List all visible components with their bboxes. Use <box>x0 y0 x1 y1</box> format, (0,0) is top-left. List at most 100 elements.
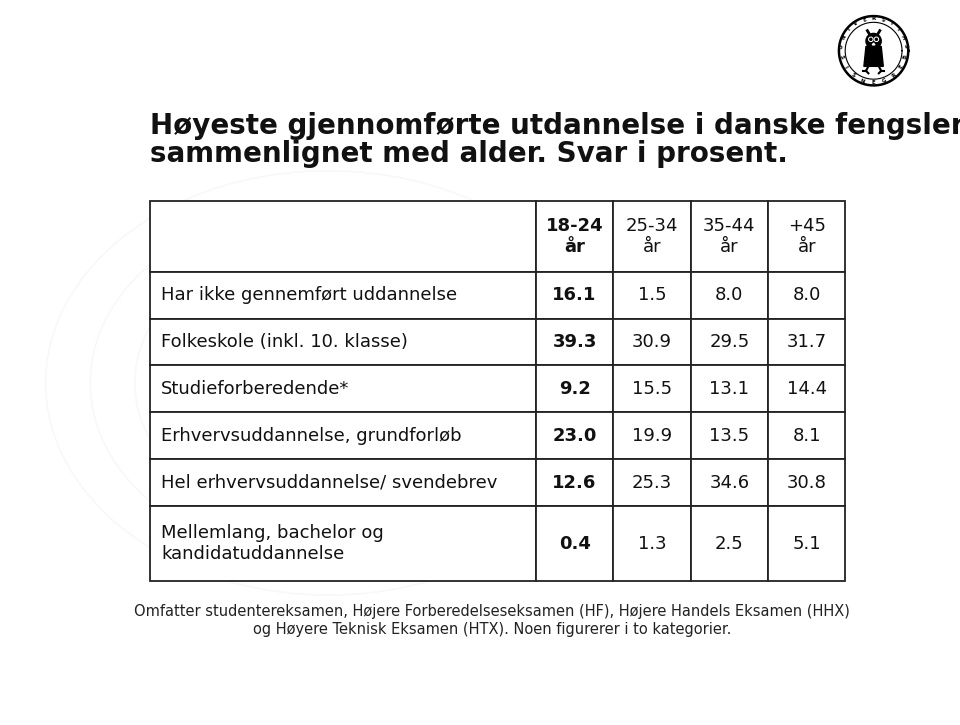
Text: 30.9: 30.9 <box>632 333 672 351</box>
Text: 16.1: 16.1 <box>552 286 597 304</box>
Text: Erhvervsuddannelse, grundforløb: Erhvervsuddannelse, grundforløb <box>161 427 462 444</box>
Bar <box>613 506 690 581</box>
Text: 19.9: 19.9 <box>632 427 672 444</box>
Text: B: B <box>902 54 908 59</box>
Text: 30.8: 30.8 <box>787 473 827 492</box>
Text: 25-34
år: 25-34 år <box>626 218 678 256</box>
Text: R: R <box>891 72 898 79</box>
Text: sammenlignet med alder. Svar i prosent.: sammenlignet med alder. Svar i prosent. <box>150 140 787 168</box>
Bar <box>768 459 846 506</box>
Text: 8.0: 8.0 <box>793 286 821 304</box>
Text: A: A <box>900 34 906 41</box>
Text: Mellemlang, bachelor og
kandidatuddannelse: Mellemlang, bachelor og kandidatuddannel… <box>161 524 384 563</box>
Bar <box>768 413 846 459</box>
Bar <box>150 506 536 581</box>
Text: 13.5: 13.5 <box>709 427 750 444</box>
Text: G: G <box>881 78 888 84</box>
Text: 5.1: 5.1 <box>792 534 821 552</box>
Text: 34.6: 34.6 <box>709 473 750 492</box>
Text: E: E <box>899 64 904 70</box>
Text: I: I <box>889 21 893 26</box>
Text: N: N <box>841 34 848 41</box>
Text: 14.4: 14.4 <box>786 380 827 398</box>
Text: Høyeste gjennomførte utdannelse i danske fengsler: Høyeste gjennomførte utdannelse i danske… <box>150 112 960 140</box>
Text: T: T <box>895 27 901 33</box>
Bar <box>536 413 613 459</box>
Bar <box>768 365 846 413</box>
Text: 18-24
år: 18-24 år <box>546 218 604 256</box>
Bar <box>690 506 768 581</box>
Text: 8.1: 8.1 <box>792 427 821 444</box>
Text: S: S <box>850 72 856 78</box>
Circle shape <box>870 38 872 41</box>
Text: R: R <box>872 16 876 21</box>
Bar <box>536 202 613 272</box>
Bar <box>768 202 846 272</box>
Text: Omfatter studentereksamen, Højere Forberedelseseksamen (HF), Højere Handels Eksa: Omfatter studentereksamen, Højere Forber… <box>134 605 850 619</box>
Text: I: I <box>843 65 849 69</box>
Bar <box>536 506 613 581</box>
Text: 23.0: 23.0 <box>552 427 597 444</box>
Bar <box>613 202 690 272</box>
Bar <box>536 365 613 413</box>
Text: 13.1: 13.1 <box>709 380 750 398</box>
Bar <box>768 318 846 365</box>
Bar <box>150 459 536 506</box>
Bar <box>536 272 613 318</box>
Bar <box>690 272 768 318</box>
Bar <box>690 202 768 272</box>
Text: Studieforberedende*: Studieforberedende* <box>161 380 349 398</box>
Bar <box>150 365 536 413</box>
Polygon shape <box>873 43 875 45</box>
Bar <box>690 413 768 459</box>
Bar <box>613 272 690 318</box>
Text: N: N <box>859 78 866 84</box>
Text: og Høyere Teknisk Eksamen (HTX). Noen figurerer i to kategorier.: og Høyere Teknisk Eksamen (HTX). Noen fi… <box>252 622 732 637</box>
Circle shape <box>866 33 881 49</box>
Bar <box>690 318 768 365</box>
Bar <box>150 272 536 318</box>
Text: S: S <box>880 17 885 22</box>
Text: 31.7: 31.7 <box>786 333 827 351</box>
Bar <box>768 506 846 581</box>
Text: V: V <box>853 20 859 27</box>
Text: S: S <box>839 54 845 59</box>
Text: 1.3: 1.3 <box>637 534 666 552</box>
Bar <box>150 413 536 459</box>
Text: 12.6: 12.6 <box>552 473 597 492</box>
Text: Folkeskole (inkl. 10. klasse): Folkeskole (inkl. 10. klasse) <box>161 333 408 351</box>
Bar <box>690 365 768 413</box>
Text: 2.5: 2.5 <box>715 534 744 552</box>
Text: 0.4: 0.4 <box>559 534 590 552</box>
Bar <box>150 202 536 272</box>
Text: 9.2: 9.2 <box>559 380 590 398</box>
Text: U: U <box>839 44 845 49</box>
Text: Hel erhvervsuddannelse/ svendebrev: Hel erhvervsuddannelse/ svendebrev <box>161 473 497 492</box>
Text: 35-44
år: 35-44 år <box>703 218 756 256</box>
Bar <box>768 272 846 318</box>
Text: S: S <box>902 44 908 49</box>
Bar <box>536 459 613 506</box>
Bar <box>613 365 690 413</box>
Text: E: E <box>872 80 876 86</box>
Text: 15.5: 15.5 <box>632 380 672 398</box>
Polygon shape <box>864 46 883 67</box>
Bar <box>613 413 690 459</box>
Bar <box>150 318 536 365</box>
Text: 29.5: 29.5 <box>709 333 750 351</box>
Text: 39.3: 39.3 <box>552 333 597 351</box>
Text: 25.3: 25.3 <box>632 473 672 492</box>
Text: 8.0: 8.0 <box>715 286 744 304</box>
Text: 1.5: 1.5 <box>637 286 666 304</box>
Bar <box>536 318 613 365</box>
Text: I: I <box>847 28 852 32</box>
Text: E: E <box>862 17 867 22</box>
Bar <box>613 459 690 506</box>
Circle shape <box>876 38 877 41</box>
Bar <box>613 318 690 365</box>
Text: +45
år: +45 år <box>788 218 826 256</box>
Bar <box>690 459 768 506</box>
Circle shape <box>869 37 873 41</box>
Text: Har ikke gennemført uddannelse: Har ikke gennemført uddannelse <box>161 286 457 304</box>
Circle shape <box>875 37 878 41</box>
